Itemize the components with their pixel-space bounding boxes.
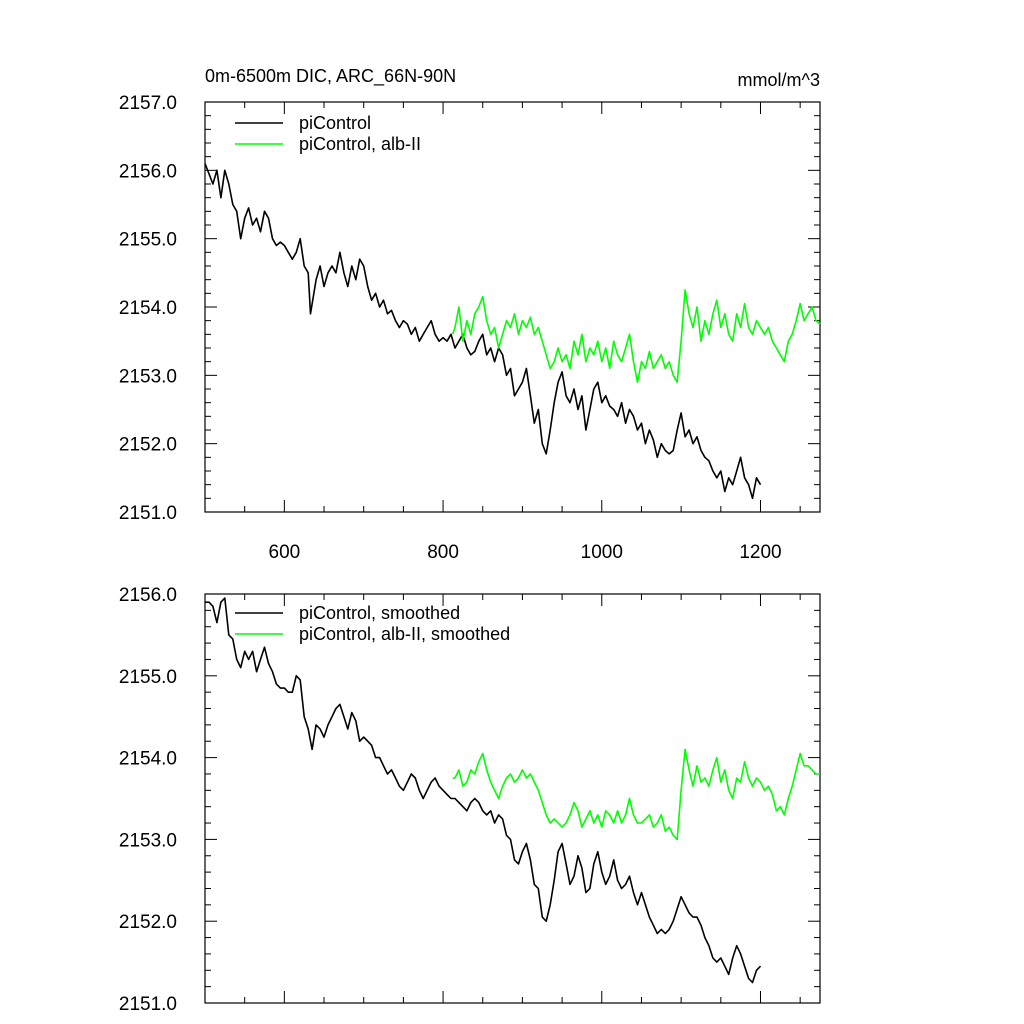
y-tick-label: 2152.0 [119, 912, 177, 933]
plot-frame [204, 101, 821, 513]
y-tick-label: 2155.0 [119, 667, 177, 688]
x-tick-label: 1000 [581, 542, 623, 563]
y-tick-label: 2153.0 [119, 366, 177, 387]
y-tick-label: 2152.0 [119, 435, 177, 456]
legend-label: piControl, alb-II, smoothed [299, 624, 510, 644]
y-tick-label: 2156.0 [119, 585, 177, 606]
top-panel: 2151.0 2152.0 2153.0 2154.0 2155.0 2156.0 2157… [119, 66, 821, 563]
y-tick-label: 2154.0 [119, 749, 177, 770]
units-label: mmol/m^3 [738, 70, 820, 90]
y-tick-label: 2151.0 [119, 503, 177, 524]
y-tick-label: 2154.0 [119, 298, 177, 319]
legend-label: piControl, alb-II [299, 134, 421, 154]
y-tick-label: 2156.0 [119, 161, 177, 182]
y-tick-label: 2155.0 [119, 230, 177, 251]
y-tick-label: 2153.0 [119, 830, 177, 851]
y-tick-label: 2157.0 [119, 93, 177, 114]
series-line-alb-ii [452, 748, 820, 841]
chart-title: 0m-6500m DIC, ARC_66N-90N [205, 66, 456, 87]
x-tick-label: 600 [269, 542, 301, 563]
x-tick-label: 800 [427, 542, 459, 563]
series-line-picontrol [204, 163, 762, 500]
legend-label: piControl, smoothed [299, 603, 460, 623]
bottom-panel: 2151.0 2152.0 2153.0 2154.0 2155.0 2156.0 piCo… [119, 585, 821, 1015]
x-tick-label: 1200 [739, 542, 781, 563]
y-tick-label: 2151.0 [119, 994, 177, 1015]
plot-frame [204, 593, 821, 1004]
series-line-alb-ii [451, 289, 821, 384]
series-line-picontrol [205, 597, 762, 984]
legend-label: piControl [299, 113, 371, 133]
